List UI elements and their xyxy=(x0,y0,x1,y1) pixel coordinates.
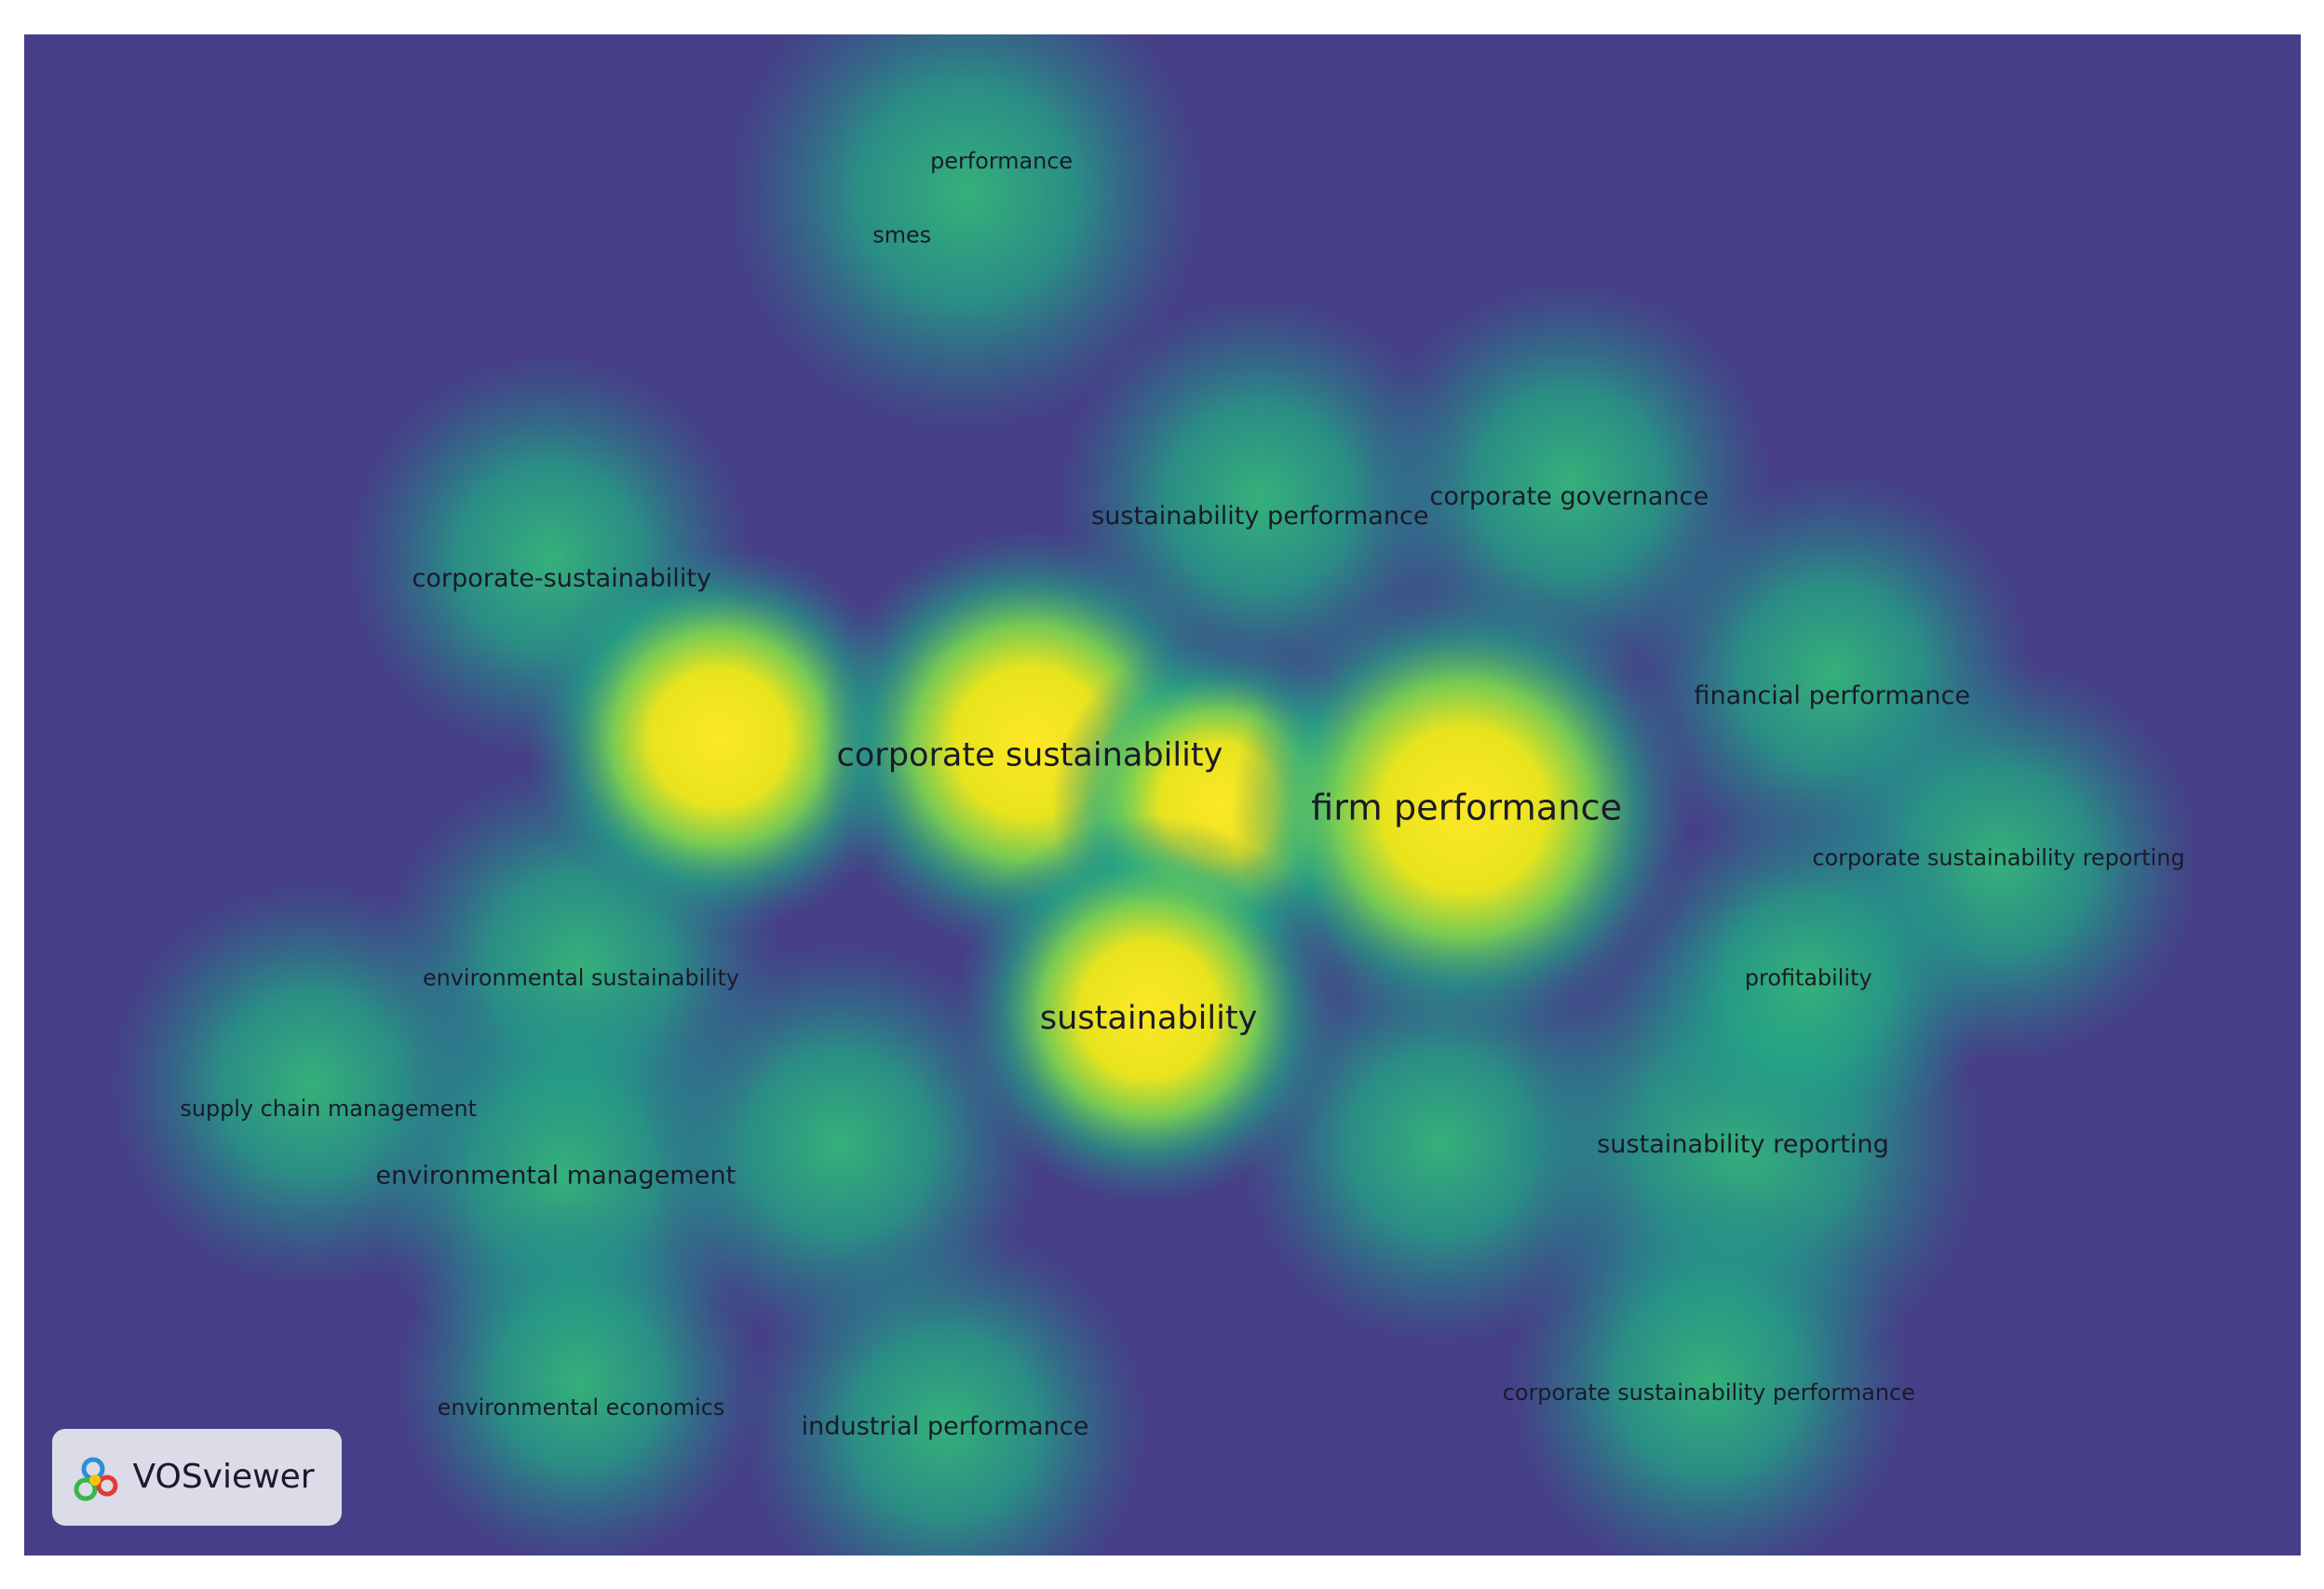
node-label: environmental management xyxy=(375,1161,736,1190)
node-label: sustainability xyxy=(1040,999,1258,1037)
density-layer xyxy=(107,34,2203,1555)
node-label: corporate governance xyxy=(1429,482,1709,511)
node-label: corporate-sustainability xyxy=(412,564,711,593)
density-blob xyxy=(393,1195,765,1555)
node-label: performance xyxy=(930,148,1073,174)
node-label: supply chain management xyxy=(180,1096,477,1122)
node-label: industrial performance xyxy=(802,1412,1089,1441)
logo: VOSviewer xyxy=(52,1429,342,1526)
logo-box xyxy=(52,1429,342,1526)
node-label: corporate sustainability xyxy=(837,735,1223,774)
density-blob xyxy=(1504,1177,1913,1555)
density-blob xyxy=(523,543,914,934)
density-blob xyxy=(740,1221,1150,1555)
node-label: corporate sustainability performance xyxy=(1503,1380,1915,1406)
node-label: environmental economics xyxy=(438,1394,725,1421)
node-label: sustainability performance xyxy=(1091,502,1429,531)
node-label: sustainability reporting xyxy=(1597,1130,1889,1159)
density-blob xyxy=(1622,794,1994,1166)
node-label: profitability xyxy=(1745,965,1872,991)
node-label: environmental sustainability xyxy=(423,965,739,991)
node-label: smes xyxy=(872,222,931,249)
density-blob xyxy=(953,815,1344,1205)
logo-icon xyxy=(74,1457,118,1501)
labels: performance smes sustainability performanc… xyxy=(180,148,2184,1441)
density-blob xyxy=(1231,577,1696,1043)
node-label: financial performance xyxy=(1694,681,1970,710)
node-label: corporate sustainability reporting xyxy=(1812,844,2184,870)
node-label: firm performance xyxy=(1311,787,1622,828)
density-blob xyxy=(724,34,1208,435)
logo-text: VOSviewer xyxy=(132,1458,314,1496)
